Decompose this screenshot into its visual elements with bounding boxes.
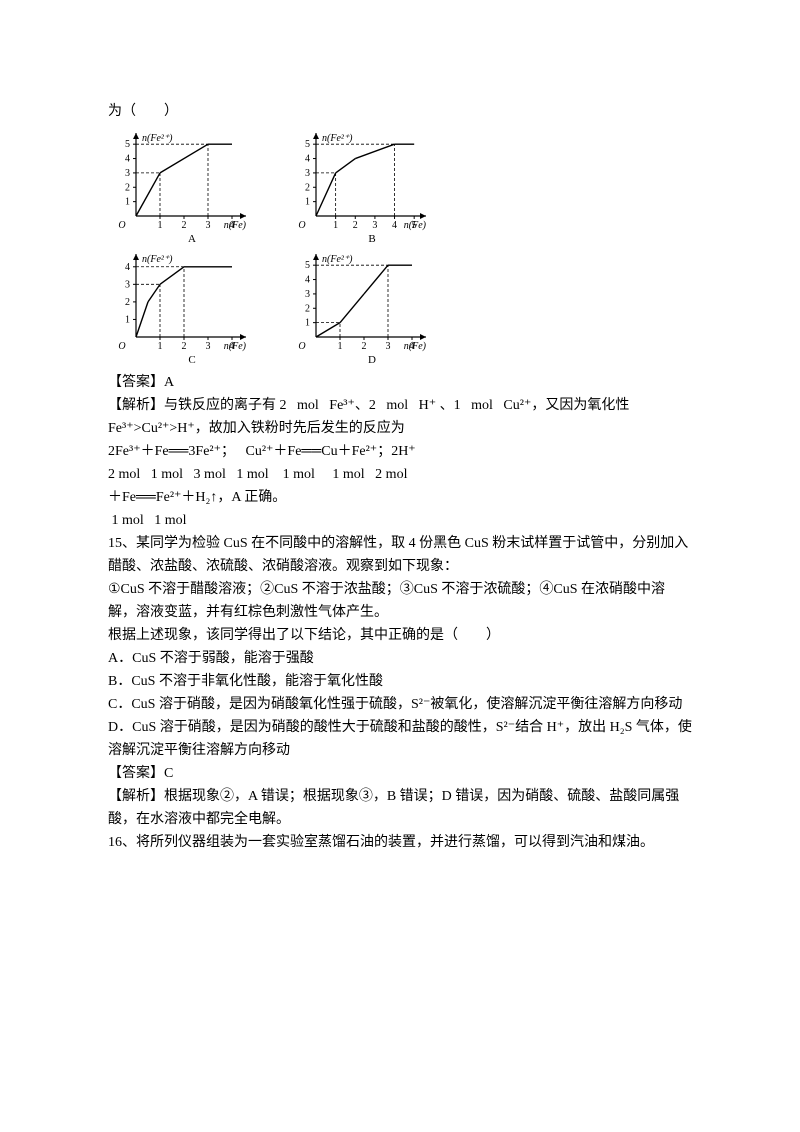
svg-text:A: A bbox=[188, 233, 196, 244]
svg-text:3: 3 bbox=[206, 220, 211, 231]
svg-text:1: 1 bbox=[125, 197, 130, 208]
svg-text:2: 2 bbox=[353, 220, 358, 231]
svg-text:O: O bbox=[298, 341, 305, 352]
svg-text:2: 2 bbox=[125, 182, 130, 193]
svg-text:D: D bbox=[368, 354, 376, 365]
svg-text:1: 1 bbox=[158, 220, 163, 231]
svg-text:n(Fe): n(Fe) bbox=[404, 220, 427, 231]
svg-text:n(Fe²⁺): n(Fe²⁺) bbox=[322, 254, 353, 265]
svg-text:O: O bbox=[118, 220, 125, 231]
chart-b: 1234512345n(Fe²⁺)n(Fe)OB bbox=[288, 129, 428, 244]
svg-text:1: 1 bbox=[333, 220, 338, 231]
svg-text:1: 1 bbox=[158, 341, 163, 352]
svg-text:2: 2 bbox=[362, 341, 367, 352]
svg-text:2: 2 bbox=[125, 297, 130, 308]
svg-text:3: 3 bbox=[206, 341, 211, 352]
svg-text:2: 2 bbox=[305, 182, 310, 193]
chart-a: 123412345n(Fe²⁺)n(Fe)OA bbox=[108, 129, 248, 244]
text-line: 2Fe³⁺＋Fe══3Fe²⁺； Cu²⁺＋Fe══Cu＋Fe²⁺；2H⁺ bbox=[108, 440, 692, 463]
text-line: 16、将所列仪器组装为一套实验室蒸馏石油的装置，并进行蒸馏，可以得到汽油和煤油。 bbox=[108, 831, 692, 854]
svg-text:n(Fe): n(Fe) bbox=[224, 341, 247, 352]
intro-line: 为（ ） bbox=[108, 100, 692, 123]
chart-d: 123412345n(Fe²⁺)n(Fe)OD bbox=[288, 250, 428, 365]
svg-text:2: 2 bbox=[182, 220, 187, 231]
text-line: C．CuS 溶于硝酸，是因为硝酸氧化性强于硫酸，S²⁻被氧化，使溶解沉淀平衡往溶… bbox=[108, 693, 692, 716]
text-line: 1 mol 1 mol bbox=[108, 509, 692, 532]
svg-text:2: 2 bbox=[305, 303, 310, 314]
svg-text:3: 3 bbox=[372, 220, 377, 231]
text-line: B．CuS 不溶于非氧化性酸，能溶于氧化性酸 bbox=[108, 670, 692, 693]
text-line: ①CuS 不溶于醋酸溶液；②CuS 不溶于浓盐酸；③CuS 不溶于浓硫酸；④Cu… bbox=[108, 578, 692, 624]
chart-c: 12341234n(Fe²⁺)n(Fe)OC bbox=[108, 250, 248, 365]
svg-text:5: 5 bbox=[305, 260, 310, 271]
svg-text:3: 3 bbox=[305, 168, 310, 179]
svg-text:n(Fe): n(Fe) bbox=[224, 220, 247, 231]
svg-text:n(Fe²⁺): n(Fe²⁺) bbox=[142, 133, 173, 144]
svg-text:4: 4 bbox=[305, 275, 310, 286]
page: 为（ ） 1 2 3 4 1 2 3 4 5 n(Fe²⁺) n(Fe) O A 1 2 3 4 5 1 2 3 4 5 n… bbox=[0, 0, 800, 894]
text-line: 【解析】与铁反应的离子有 2 mol Fe³⁺、2 mol H⁺ 、1 mol … bbox=[108, 394, 692, 440]
svg-text:1: 1 bbox=[305, 318, 310, 329]
text-line: D．CuS 溶于硝酸，是因为硝酸的酸性大于硫酸和盐酸的酸性，S²⁻结合 H⁺，放… bbox=[108, 716, 692, 762]
svg-text:n(Fe): n(Fe) bbox=[404, 341, 427, 352]
svg-text:O: O bbox=[118, 341, 125, 352]
svg-text:C: C bbox=[188, 354, 195, 365]
svg-text:4: 4 bbox=[125, 154, 130, 165]
svg-text:1: 1 bbox=[338, 341, 343, 352]
text-line: 【答案】C bbox=[108, 762, 692, 785]
svg-text:n(Fe²⁺): n(Fe²⁺) bbox=[142, 254, 173, 265]
svg-text:5: 5 bbox=[125, 139, 130, 150]
svg-text:4: 4 bbox=[305, 154, 310, 165]
svg-text:B: B bbox=[368, 233, 375, 244]
svg-text:n(Fe²⁺): n(Fe²⁺) bbox=[322, 133, 353, 144]
svg-text:O: O bbox=[298, 220, 305, 231]
svg-text:3: 3 bbox=[125, 279, 130, 290]
text-line: 2 mol 1 mol 3 mol 1 mol 1 mol 1 mol 2 mo… bbox=[108, 463, 692, 486]
svg-text:2: 2 bbox=[182, 341, 187, 352]
svg-text:1: 1 bbox=[125, 314, 130, 325]
text-line: 【解析】根据现象②，A 错误；根据现象③，B 错误；D 错误，因为硝酸、硫酸、盐… bbox=[108, 785, 692, 831]
svg-text:1: 1 bbox=[305, 197, 310, 208]
svg-text:5: 5 bbox=[305, 139, 310, 150]
svg-text:3: 3 bbox=[386, 341, 391, 352]
text-line: 15、某同学为检验 CuS 在不同酸中的溶解性，取 4 份黑色 CuS 粉末试样… bbox=[108, 532, 692, 578]
svg-text:3: 3 bbox=[305, 289, 310, 300]
text-line: 根据上述现象，该同学得出了以下结论，其中正确的是（ ） bbox=[108, 624, 692, 647]
body-text: 【答案】A【解析】与铁反应的离子有 2 mol Fe³⁺、2 mol H⁺ 、1… bbox=[108, 371, 692, 854]
svg-text:4: 4 bbox=[392, 220, 397, 231]
charts-row-1: 123412345n(Fe²⁺)n(Fe)OA 1234512345n(Fe²⁺… bbox=[108, 129, 692, 244]
text-line: ＋Fe══Fe²⁺＋H₂↑，A 正确。 bbox=[108, 486, 692, 509]
svg-text:4: 4 bbox=[125, 262, 130, 273]
svg-text:3: 3 bbox=[125, 168, 130, 179]
text-line: A．CuS 不溶于弱酸，能溶于强酸 bbox=[108, 647, 692, 670]
text-line: 【答案】A bbox=[108, 371, 692, 394]
charts-row-2: 12341234n(Fe²⁺)n(Fe)OC 123412345n(Fe²⁺)n… bbox=[108, 250, 692, 365]
